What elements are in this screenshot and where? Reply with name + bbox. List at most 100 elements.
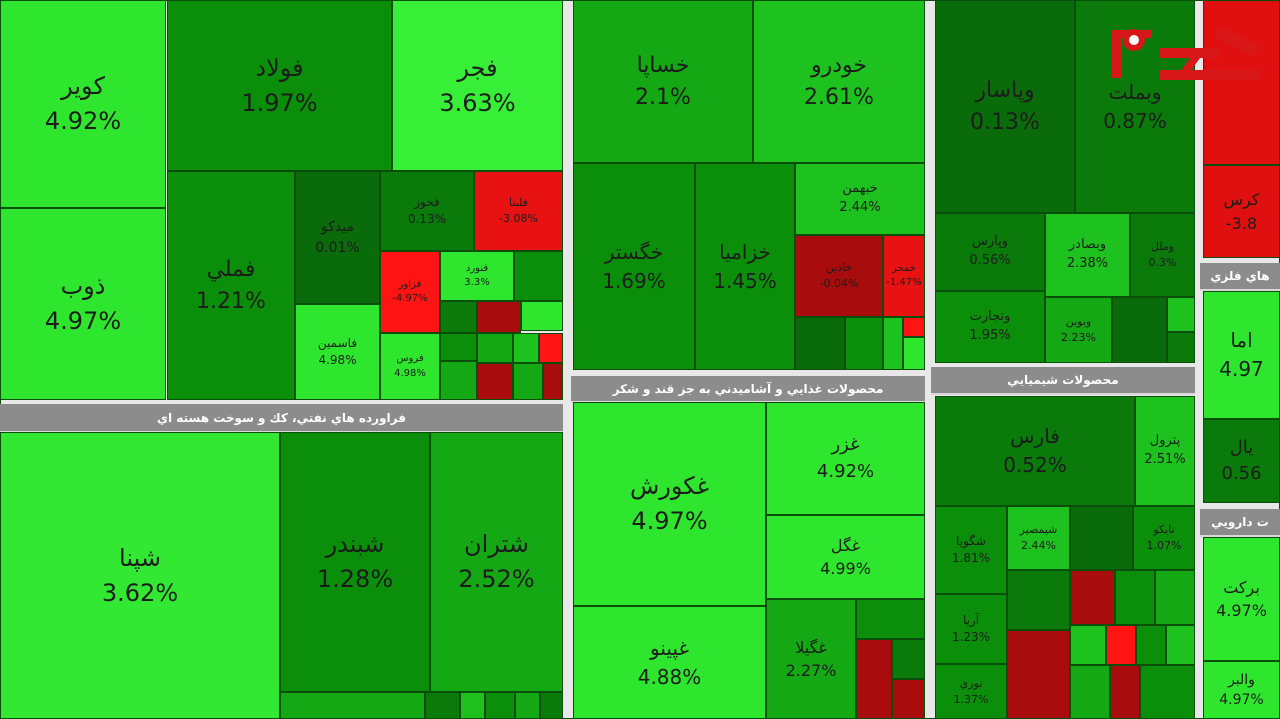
tile-label: والبر bbox=[1228, 671, 1255, 688]
tile: خمحر -1.47% bbox=[883, 235, 925, 317]
tile-change: 0.3% bbox=[1148, 256, 1177, 269]
cell bbox=[440, 333, 477, 361]
tile: اما 4.97 bbox=[1203, 291, 1280, 419]
tile: پترول 2.51% bbox=[1135, 396, 1195, 506]
tile-change: 1.28% bbox=[316, 565, 394, 593]
tile-label: ميدكو bbox=[321, 219, 354, 236]
tile: فولاد 1.97% bbox=[167, 0, 392, 171]
cell bbox=[883, 317, 903, 370]
section-header: محصولات غذايي و آشاميدني به جز قند و شكر bbox=[571, 376, 925, 403]
cell bbox=[543, 363, 563, 400]
tile-label: شپنا bbox=[119, 543, 161, 572]
cell bbox=[1070, 506, 1133, 570]
tile-label: غگيلا bbox=[795, 637, 827, 657]
cell bbox=[1007, 630, 1070, 719]
tile: غكورش 4.97% bbox=[573, 402, 766, 606]
tile: شيمصير 2.44% bbox=[1007, 506, 1070, 570]
tile-change: 2.51% bbox=[1144, 452, 1186, 467]
cell bbox=[1136, 625, 1166, 665]
tile-change: 3.3% bbox=[464, 277, 490, 288]
cell bbox=[1110, 665, 1140, 719]
tile-label: فلبنا bbox=[509, 196, 528, 210]
cell bbox=[1115, 570, 1155, 625]
cell bbox=[856, 599, 925, 639]
tile-label: شيمصير bbox=[1019, 523, 1058, 537]
cell bbox=[903, 317, 925, 337]
tile-change: 2.38% bbox=[1066, 256, 1109, 271]
tile: وتجارت 1.95% bbox=[935, 291, 1045, 363]
cell bbox=[440, 361, 477, 400]
tile-change: 4.97 bbox=[1219, 357, 1264, 381]
tile: وبصادر 2.38% bbox=[1045, 213, 1130, 297]
tile-change: -3.08% bbox=[499, 212, 538, 225]
tile-label: خمحر bbox=[892, 262, 916, 274]
tile: خبهمن 2.44% bbox=[795, 163, 925, 235]
tile: غگل 4.99% bbox=[766, 515, 925, 599]
tile-change: 1.45% bbox=[713, 268, 777, 293]
tile-change: 0.13% bbox=[407, 212, 447, 226]
tile-change: 4.88% bbox=[637, 664, 702, 689]
tile-label: وپارس bbox=[971, 234, 1008, 250]
tile: وملل 0.3% bbox=[1130, 213, 1195, 297]
tile: فروس 4.98% bbox=[380, 333, 440, 400]
cell bbox=[513, 333, 539, 363]
cell bbox=[477, 301, 521, 333]
tile-label: يال bbox=[1229, 436, 1254, 458]
tile-label: خزاميا bbox=[719, 239, 771, 264]
cell bbox=[903, 337, 925, 370]
section-header: هاي فلزي bbox=[1200, 263, 1280, 291]
cell bbox=[1166, 625, 1195, 665]
tile-label: وبملت bbox=[1108, 79, 1162, 104]
tile: ذوب 4.97% bbox=[0, 208, 166, 400]
tile-label: غگل bbox=[830, 535, 861, 555]
tile-label: غكورش bbox=[629, 472, 710, 501]
tile-change: 2.44% bbox=[1021, 539, 1056, 552]
cell bbox=[460, 692, 485, 719]
tile-label: فارس bbox=[1010, 424, 1060, 448]
tile-change: 1.07% bbox=[1146, 539, 1182, 552]
section-header: ت دارويي bbox=[1200, 509, 1280, 537]
tile-label: فروس bbox=[396, 353, 424, 364]
tile-change: 1.21% bbox=[196, 288, 266, 314]
cell bbox=[892, 679, 925, 719]
tile-change: 3.62% bbox=[101, 578, 179, 607]
tile: شتران 2.52% bbox=[430, 432, 563, 692]
tile-change: 2.61% bbox=[804, 84, 874, 110]
tile: شبندر 1.28% bbox=[280, 432, 430, 692]
cell bbox=[1203, 0, 1280, 165]
cell bbox=[477, 333, 513, 363]
tile: وبوين 2.23% bbox=[1045, 297, 1112, 363]
tile-change: 4.97% bbox=[1216, 601, 1267, 620]
tile-label: وتجارت bbox=[969, 309, 1011, 325]
cell bbox=[539, 333, 563, 363]
tile-label: بركت bbox=[1223, 577, 1260, 597]
tile: نايكو 1.07% bbox=[1133, 506, 1195, 570]
tile-change: 1.97% bbox=[241, 88, 318, 117]
cell bbox=[795, 317, 845, 370]
cell bbox=[477, 363, 513, 400]
tile-change: 0.13% bbox=[970, 109, 1040, 135]
tile: يال 0.56 bbox=[1203, 419, 1280, 503]
tile: فجر 3.63% bbox=[392, 0, 563, 171]
tile-label: خگستر bbox=[604, 239, 664, 264]
section-header: فراورده هاي نفتي، كك و سوخت هسته اي bbox=[0, 404, 563, 433]
tile-change: 1.37% bbox=[953, 692, 989, 706]
tile-change: 4.98% bbox=[394, 367, 426, 379]
tile: والبر 4.97% bbox=[1203, 661, 1280, 719]
tile-label: كرس bbox=[1223, 190, 1260, 210]
tile-change: 0.01% bbox=[315, 239, 360, 256]
cell bbox=[1155, 570, 1195, 625]
tile-label: پترول bbox=[1149, 433, 1181, 449]
tile-change: 1.69% bbox=[602, 268, 666, 293]
tile: غگيلا 2.27% bbox=[766, 599, 856, 719]
tile-change: 4.92% bbox=[816, 460, 875, 482]
tile-change: 1.95% bbox=[969, 328, 1011, 343]
tile-change: 3.63% bbox=[439, 88, 516, 117]
cell bbox=[540, 692, 563, 719]
tile-change: 2.27% bbox=[785, 661, 837, 680]
tile: ميدكو 0.01% bbox=[295, 171, 380, 304]
tile-label: شبندر bbox=[325, 530, 385, 559]
tile-change: -4.97% bbox=[392, 293, 428, 304]
cell bbox=[1070, 625, 1106, 665]
